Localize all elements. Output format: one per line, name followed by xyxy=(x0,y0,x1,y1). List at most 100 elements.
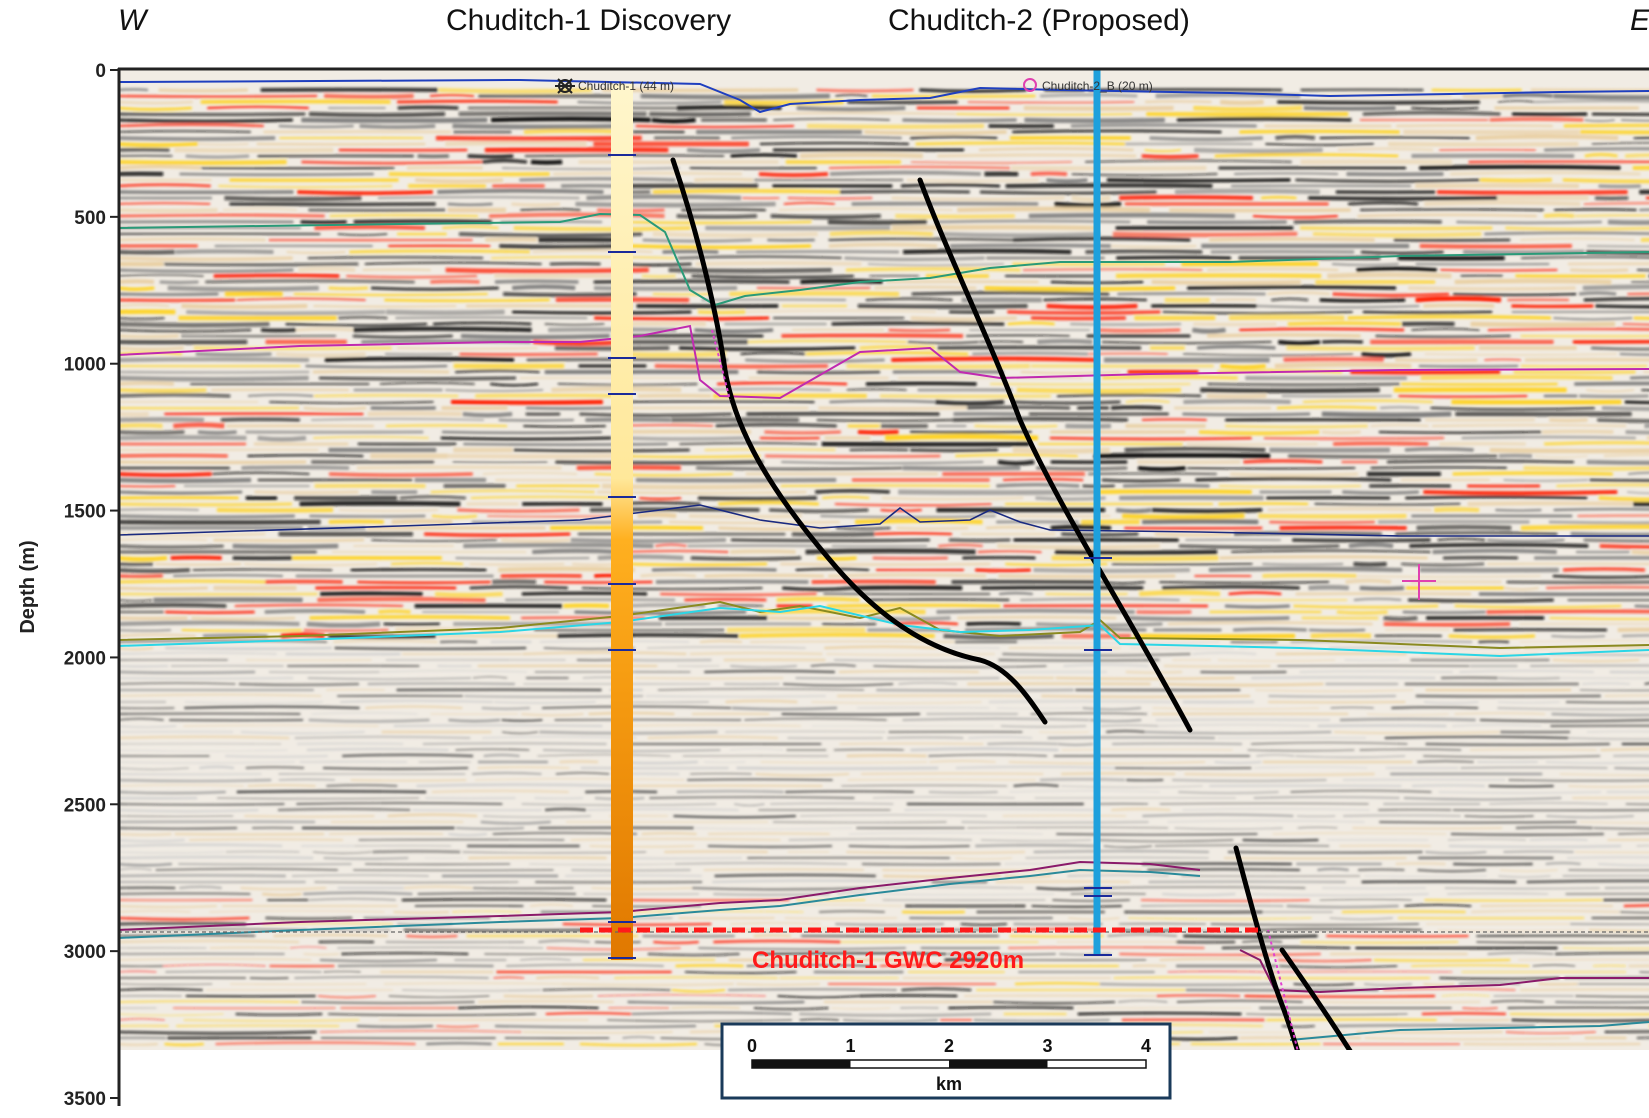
depth-tick-label: 3500 xyxy=(64,1089,106,1110)
seismic-reflector xyxy=(1101,341,1272,344)
seismic-reflector xyxy=(627,1000,805,1005)
seismic-reflector xyxy=(607,1019,792,1022)
seismic-reflector xyxy=(183,1019,360,1022)
seismic-reflector xyxy=(477,1000,614,1004)
seismic-reflector xyxy=(1495,508,1542,512)
seismic-reflector xyxy=(1505,226,1649,231)
proposed-well-icon[interactable] xyxy=(1023,78,1037,92)
seismic-reflector xyxy=(1041,695,1251,698)
seismic-reflector xyxy=(165,646,332,650)
seismic-reflector xyxy=(1178,544,1340,549)
seismic-reflector xyxy=(1115,273,1322,279)
seismic-reflector xyxy=(694,827,853,830)
seismic-reflector xyxy=(1563,123,1649,128)
seismic-reflector xyxy=(1452,724,1542,727)
seismic-reflector xyxy=(654,364,828,369)
seismic-reflector xyxy=(460,333,610,340)
seismic-reflector xyxy=(1348,542,1394,549)
seismic-reflector xyxy=(1633,316,1649,320)
seismic-reflector xyxy=(555,771,610,775)
seismic-reflector xyxy=(1262,563,1344,566)
seismic-reflector xyxy=(649,796,855,799)
seismic-reflector xyxy=(637,512,677,519)
seismic-reflector xyxy=(1380,405,1420,410)
seismic-reflector xyxy=(1267,507,1432,512)
depth-tick-label: 1000 xyxy=(64,355,106,376)
seismic-reflector xyxy=(448,832,488,837)
seismic-reflector xyxy=(1122,513,1245,520)
seismic-reflector xyxy=(1312,231,1482,238)
chuditch-1-well-log[interactable] xyxy=(611,84,633,960)
seismic-reflector xyxy=(1582,284,1649,291)
seismic-reflector xyxy=(503,994,594,998)
seismic-reflector xyxy=(765,454,941,458)
seismic-reflector xyxy=(725,699,798,704)
seismic-reflector xyxy=(397,105,459,110)
seismic-reflector xyxy=(189,838,343,841)
seismic-reflector xyxy=(1119,195,1253,201)
seismic-reflector xyxy=(1008,946,1205,949)
seismic-reflector xyxy=(1005,183,1213,189)
seismic-reflector xyxy=(966,406,1071,410)
seismic-reflector xyxy=(1269,520,1375,525)
seismic-reflector xyxy=(591,887,692,890)
seismic-reflector xyxy=(1220,364,1266,370)
seismic-reflector xyxy=(1007,321,1055,326)
seismic-reflector xyxy=(286,251,346,254)
seismic-reflector xyxy=(1497,701,1560,704)
seismic-reflector xyxy=(677,255,842,260)
seismic-reflector xyxy=(213,538,365,542)
seismic-reflector xyxy=(846,754,927,758)
seismic-reflector xyxy=(513,226,691,232)
seismic-reflector xyxy=(1636,845,1649,847)
seismic-reflector xyxy=(481,706,531,710)
seismic-reflector xyxy=(1198,430,1320,436)
seismic-reflector xyxy=(1082,707,1142,711)
seismic-reflector xyxy=(1411,784,1485,788)
seismic-reflector xyxy=(777,995,860,999)
seismic-reflector xyxy=(657,688,865,691)
seismic-reflector xyxy=(314,224,426,231)
seismic-reflector xyxy=(697,310,746,315)
seismic-reflector xyxy=(729,291,900,297)
seismic-reflector xyxy=(1243,459,1323,464)
seismic-reflector xyxy=(1395,862,1446,866)
seismic-reflector xyxy=(646,646,806,649)
seismic-reflector xyxy=(1117,292,1266,296)
dry-gas-well-icon[interactable] xyxy=(555,78,575,94)
seismic-reflector xyxy=(1247,749,1355,752)
seismic-reflector xyxy=(1343,814,1461,817)
seismic-reflector xyxy=(1103,845,1153,849)
seismic-reflector xyxy=(1214,761,1262,764)
seismic-reflector xyxy=(118,693,322,697)
seismic-reflector xyxy=(910,316,1017,322)
seismic-reflector xyxy=(1617,832,1649,835)
seismic-reflector xyxy=(694,328,774,334)
seismic-reflector xyxy=(118,1030,317,1035)
seismic-reflector xyxy=(1498,676,1560,680)
seismic-reflector xyxy=(155,867,338,871)
seismic-reflector xyxy=(1057,743,1094,746)
seismic-reflector xyxy=(857,303,1028,309)
seismic-reflector xyxy=(311,712,418,715)
seismic-reflector xyxy=(1309,628,1366,632)
seismic-reflector xyxy=(1553,317,1633,321)
seismic-reflector xyxy=(1584,119,1615,122)
seismic-reflector xyxy=(309,898,396,901)
seismic-reflector xyxy=(1424,353,1617,356)
west-label: W xyxy=(118,4,147,37)
seismic-reflector xyxy=(1251,741,1408,745)
seismic-reflector xyxy=(238,682,360,687)
depth-tick-label: 2000 xyxy=(64,648,106,669)
seismic-reflector xyxy=(1640,237,1649,242)
seismic-reflector xyxy=(818,406,967,411)
seismic-reflector xyxy=(641,831,697,836)
seismic-reflector xyxy=(978,147,1134,152)
depth-axis-ticks: 0 500 1000 1500 2000 2500 3000 3500 xyxy=(64,61,119,1110)
seismic-reflector xyxy=(118,142,198,147)
seismic-reflector xyxy=(350,779,467,782)
seismic-reflector xyxy=(1480,177,1552,183)
seismic-reflector xyxy=(1448,634,1535,639)
depth-tick-label: 500 xyxy=(74,208,106,229)
